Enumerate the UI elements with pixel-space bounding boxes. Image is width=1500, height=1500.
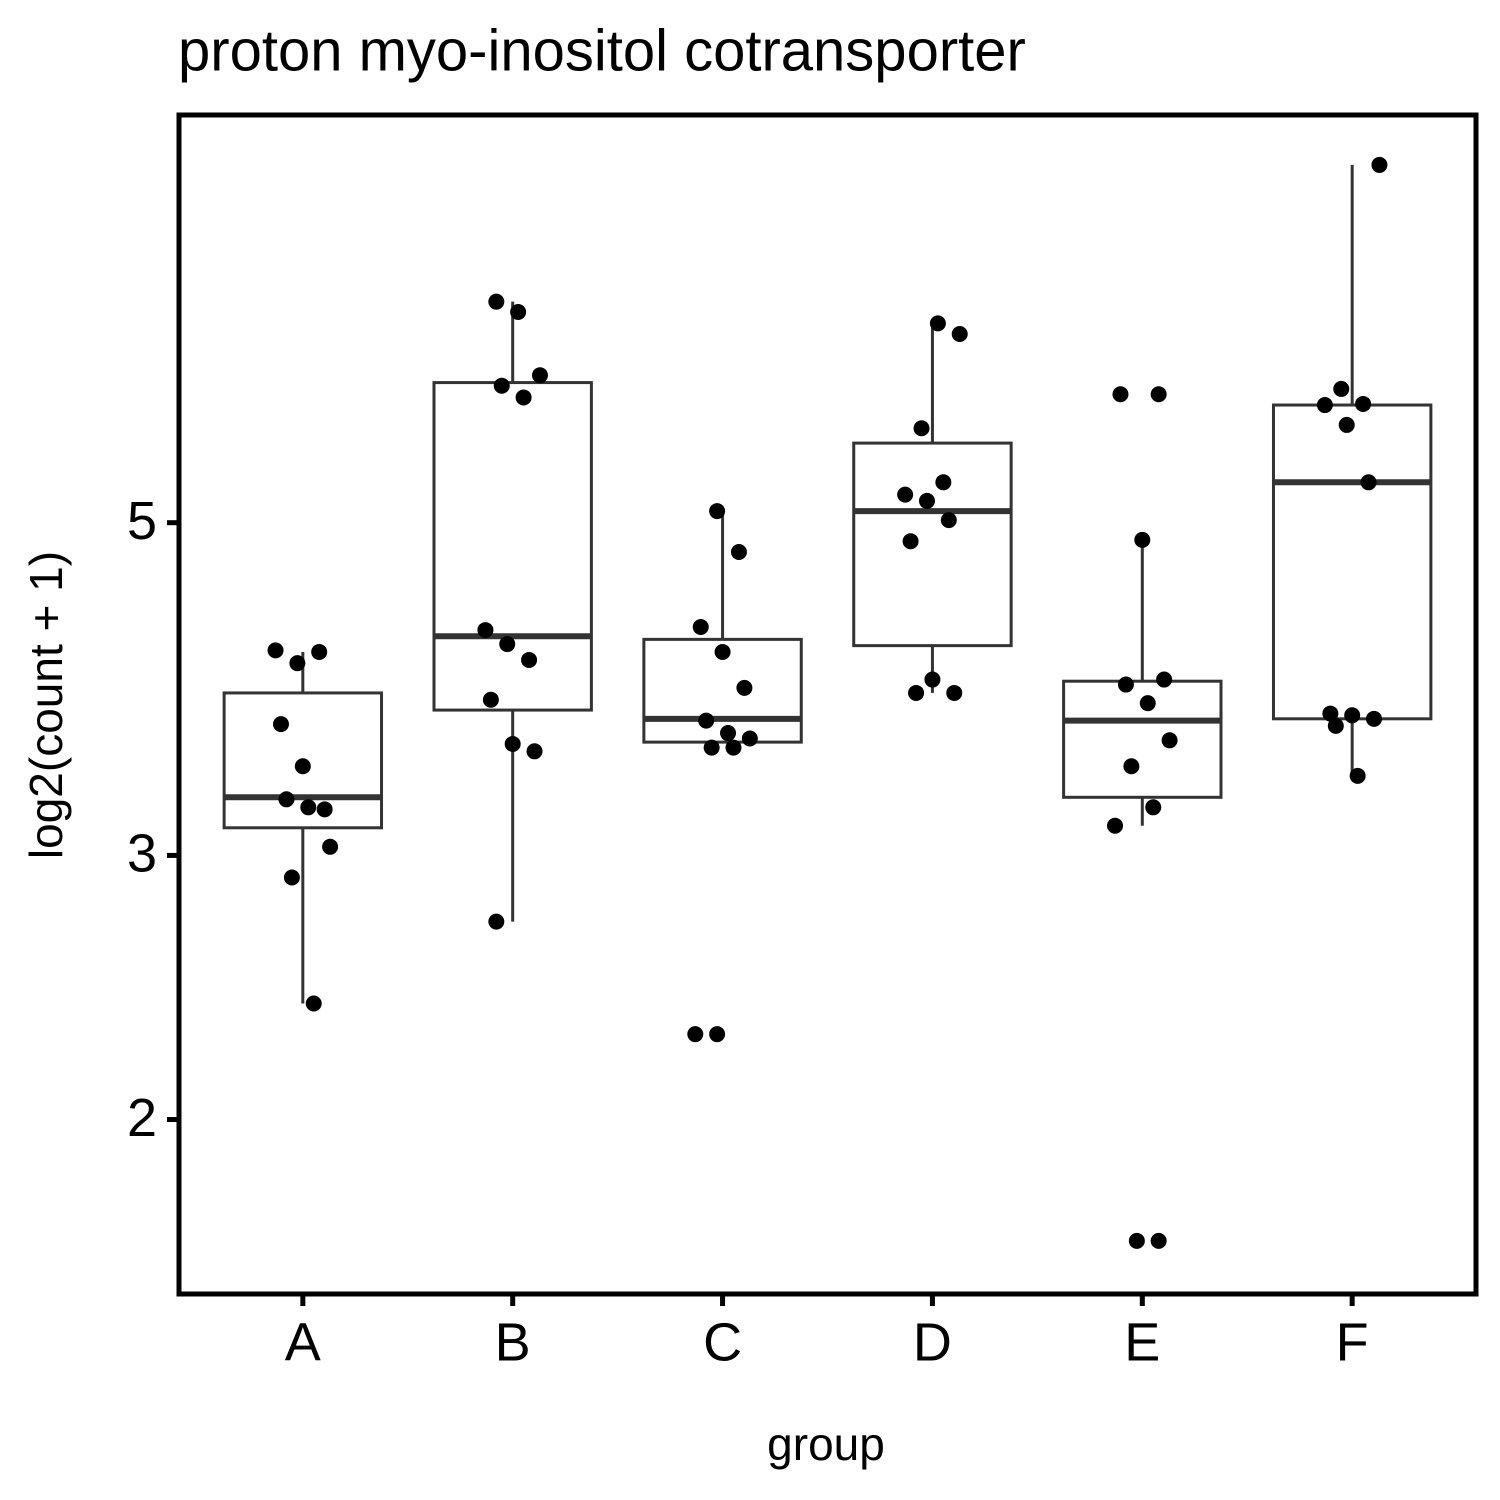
point [1355,395,1372,412]
x-tick-label: A [285,1312,321,1372]
point [1371,156,1388,173]
point [935,474,952,491]
point [1107,817,1124,834]
point [725,739,742,756]
point [1344,707,1361,724]
point [521,651,538,668]
point [482,691,499,708]
point [493,377,510,394]
point [267,642,284,659]
x-tick-label: C [703,1312,742,1372]
point [913,420,930,437]
point [1316,397,1333,414]
point [736,679,753,696]
point [1150,1232,1167,1249]
point [946,684,963,701]
point [951,326,968,343]
point [1112,386,1129,403]
point [526,743,543,760]
point [1338,416,1355,433]
point [897,486,914,503]
point [499,636,516,653]
point [1134,531,1151,548]
point [902,533,919,550]
point [1333,380,1350,397]
point [924,671,941,688]
point [311,643,328,660]
point [698,712,715,729]
point [703,739,720,756]
point [1360,474,1377,491]
box [852,441,1013,648]
point [289,655,306,672]
point [477,622,494,639]
point [687,1026,704,1043]
point [1322,705,1339,722]
y-axis-title: log2(count + 1) [20,551,72,859]
point [730,544,747,561]
point [300,799,317,816]
x-tick-label: B [495,1312,531,1372]
point [1366,710,1383,727]
x-tick-label: D [913,1312,952,1372]
panel-border [176,112,1479,1297]
box [432,381,593,712]
point [322,838,339,855]
y-tick-label: 3 [127,824,157,884]
point [278,791,295,808]
point [1128,1232,1145,1249]
point [1349,767,1366,784]
point [488,293,505,310]
point [510,303,527,320]
point [692,619,709,636]
point [1145,799,1162,816]
point [929,315,946,332]
point [1123,758,1140,775]
point [272,716,289,733]
point [504,735,521,752]
point [515,389,532,406]
point [720,725,737,742]
point [531,367,548,384]
point [283,869,300,886]
point [1139,695,1156,712]
point [305,995,322,1012]
point [1150,386,1167,403]
point [1117,676,1134,693]
box [1062,679,1223,799]
box [1271,403,1433,721]
point [488,913,505,930]
point [709,503,726,520]
point [940,512,957,529]
x-tick-label: F [1336,1312,1369,1372]
point [1161,732,1178,749]
y-tick-label: 5 [127,491,157,551]
x-tick-label: E [1124,1312,1160,1372]
x-axis-title: group [767,1418,885,1470]
point [316,801,333,818]
point [908,684,925,701]
point [709,1026,726,1043]
point [714,643,731,660]
point [1327,717,1344,734]
point [294,758,311,775]
chart-title: proton myo-inositol cotransporter [178,18,1026,83]
point [918,492,935,509]
point [741,730,758,747]
point [1156,671,1173,688]
y-tick-label: 2 [127,1088,157,1148]
